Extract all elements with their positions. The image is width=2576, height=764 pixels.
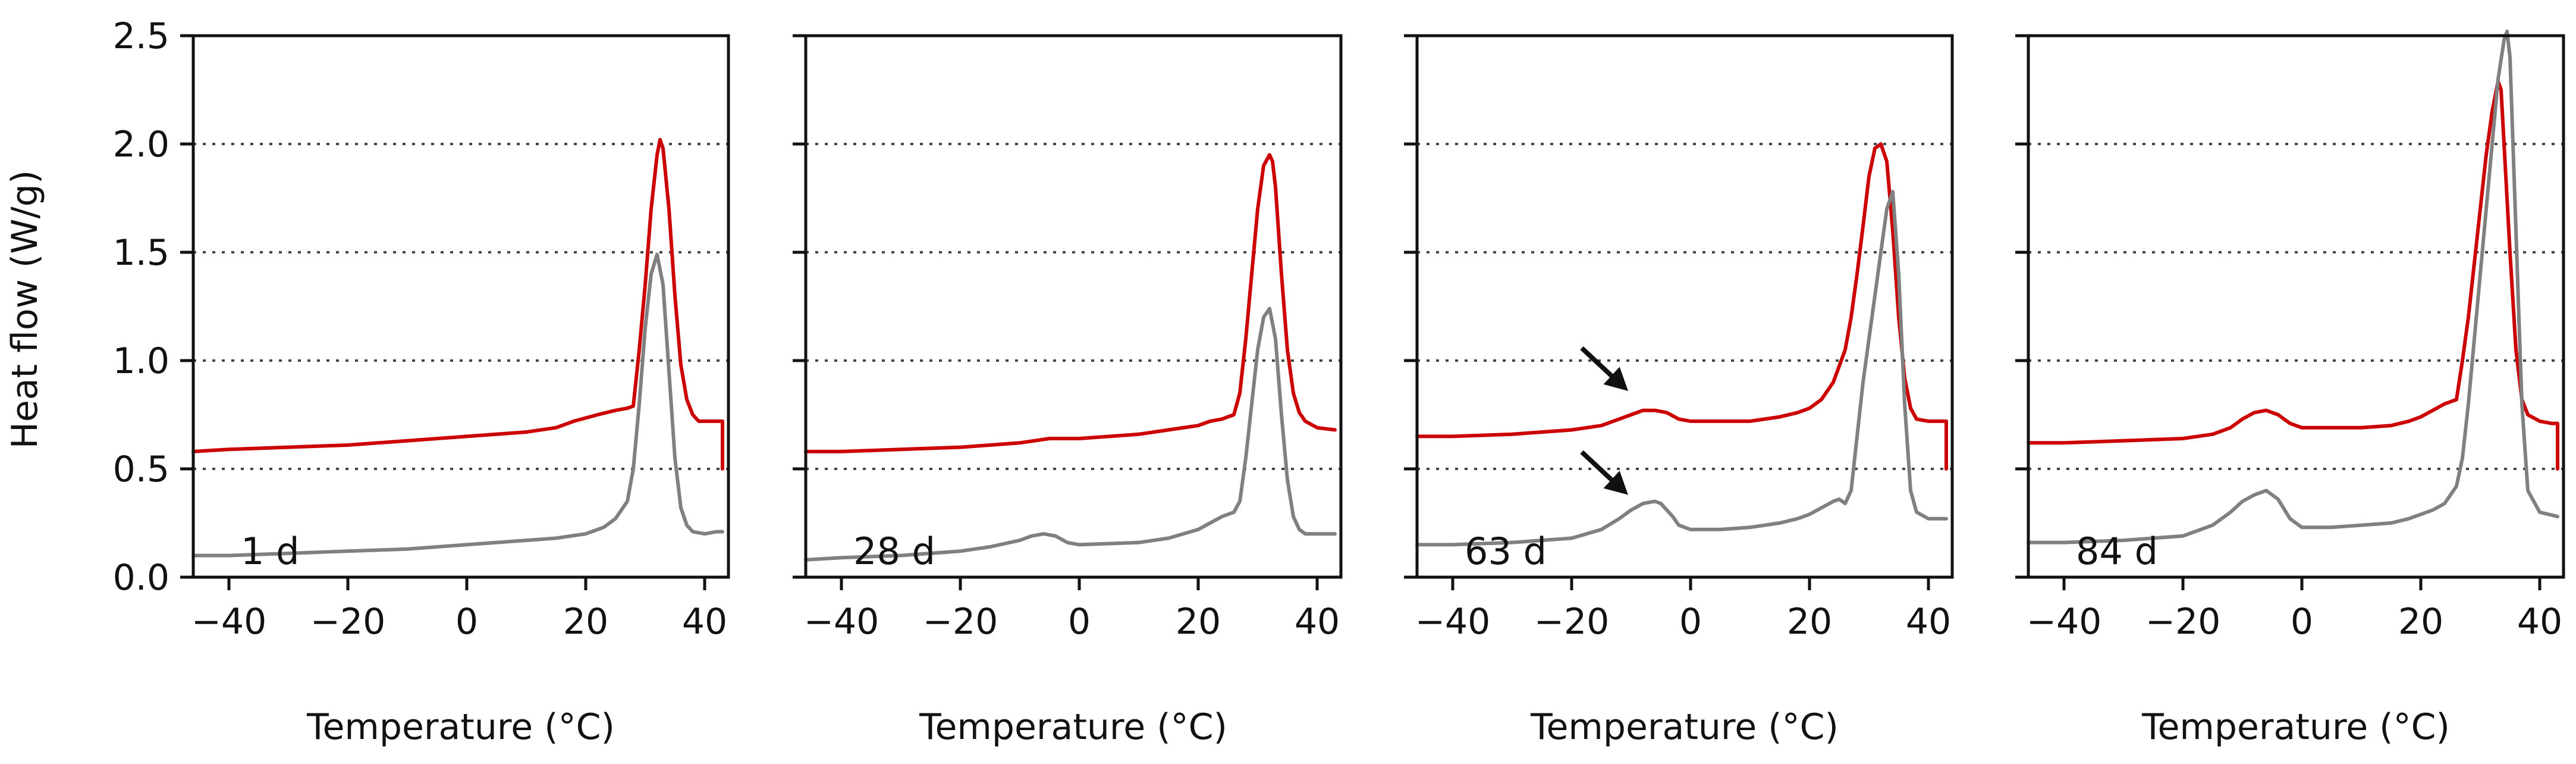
series-line-red bbox=[2027, 79, 2559, 471]
annotation-arrow bbox=[1580, 346, 1618, 382]
x-tick-label: −20 bbox=[1534, 601, 1610, 643]
panel-label: 1 d bbox=[241, 530, 300, 573]
y-tick-label: 0.0 bbox=[113, 557, 169, 599]
plot-frame bbox=[2027, 34, 2565, 579]
series-line-gray bbox=[804, 306, 1337, 562]
x-tick-label: 20 bbox=[1787, 601, 1832, 643]
series-line-red bbox=[804, 153, 1337, 453]
x-tick-label: 0 bbox=[1068, 601, 1091, 643]
series-line-red bbox=[191, 137, 724, 471]
x-tick-label: 20 bbox=[563, 601, 608, 643]
x-tick-label: 40 bbox=[2517, 601, 2562, 643]
x-tick-label: 0 bbox=[1679, 601, 1702, 643]
y-tick-label: 2.5 bbox=[113, 15, 169, 57]
panels: 0.0 0.5 1.0 1.5 2.0 2.5 −40 −20 0 20 40 Temperature… bbox=[113, 15, 2565, 748]
x-tick-label: −40 bbox=[1415, 601, 1491, 643]
x-tick-label: 40 bbox=[1295, 601, 1340, 643]
panel-2: −40 −20 0 20 40 Temperature (°C) 28 d bbox=[793, 34, 1343, 748]
x-tick-label: 40 bbox=[682, 601, 727, 643]
panel-4: −40 −20 0 20 40 Temperature (°C) 84 d bbox=[2015, 29, 2565, 748]
series-line-gray bbox=[2027, 29, 2559, 544]
x-axis-title: Temperature (°C) bbox=[919, 706, 1227, 748]
series-line-gray bbox=[191, 252, 724, 558]
series-line-red bbox=[1415, 142, 1948, 471]
annotation-arrowhead bbox=[1603, 367, 1628, 391]
x-tick-label: 40 bbox=[1906, 601, 1951, 643]
y-axis-title: Heat flow (W/g) bbox=[4, 170, 46, 449]
x-axis-title: Temperature (°C) bbox=[2141, 706, 2450, 748]
x-tick-label: 20 bbox=[1176, 601, 1221, 643]
panel-label: 28 d bbox=[853, 530, 935, 573]
plot-frame bbox=[804, 34, 1343, 579]
x-axis-title: Temperature (°C) bbox=[306, 706, 615, 748]
plot-frame bbox=[1415, 34, 1954, 579]
x-axis-title: Temperature (°C) bbox=[1530, 706, 1839, 748]
x-tick-label: −40 bbox=[2027, 601, 2102, 643]
x-tick-label: −20 bbox=[2145, 601, 2221, 643]
panel-1: 0.0 0.5 1.0 1.5 2.0 2.5 −40 −20 0 20 40 Temperature… bbox=[113, 15, 730, 748]
panel-3: −40 −20 0 20 40 Temperature (°C) 63 d bbox=[1404, 34, 1954, 748]
x-tick-label: −40 bbox=[804, 601, 879, 643]
y-tick-label: 0.5 bbox=[113, 449, 169, 490]
series-line-gray bbox=[1415, 190, 1948, 547]
y-tick-label: 2.0 bbox=[113, 124, 169, 165]
y-tick-label: 1.0 bbox=[113, 340, 169, 382]
plot-frame bbox=[191, 34, 730, 579]
panel-label: 63 d bbox=[1465, 530, 1547, 573]
annotation-arrow bbox=[1580, 450, 1618, 486]
annotation-arrowhead bbox=[1603, 471, 1628, 495]
x-tick-label: −20 bbox=[923, 601, 998, 643]
x-tick-label: −40 bbox=[191, 601, 267, 643]
x-tick-label: 0 bbox=[2291, 601, 2313, 643]
y-tick-label: 1.5 bbox=[113, 232, 169, 274]
x-tick-label: 0 bbox=[455, 601, 478, 643]
panel-label: 84 d bbox=[2076, 530, 2158, 573]
x-tick-label: −20 bbox=[310, 601, 386, 643]
x-tick-label: 20 bbox=[2398, 601, 2443, 643]
